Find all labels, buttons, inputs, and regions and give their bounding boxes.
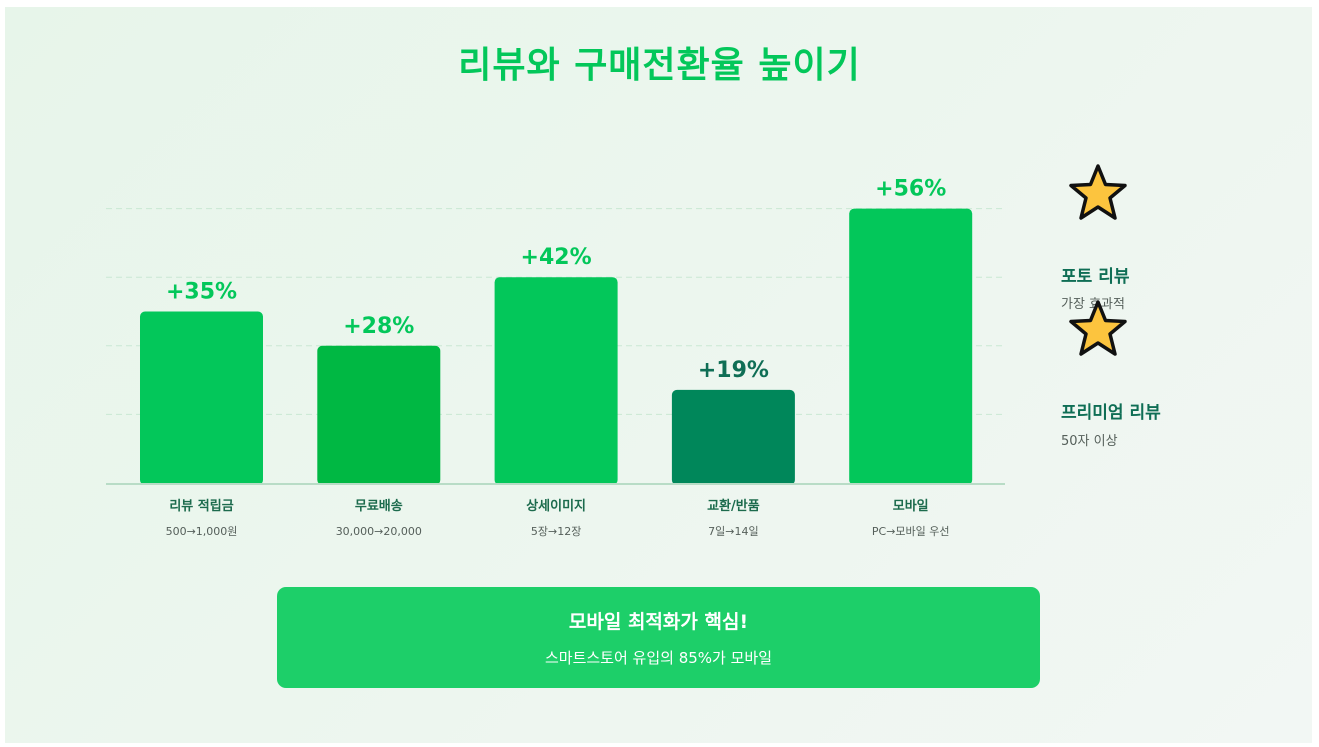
category-sublabel: 5장→12장 (531, 525, 581, 538)
side-note-title: 프리미엄 리뷰 (1061, 403, 1161, 423)
page-title: 리뷰와 구매전환율 높이기 (458, 45, 861, 86)
category-label: 상세이미지 (526, 498, 586, 514)
summary-banner: 모바일 최적화가 핵심! 스마트스토어 유입의 85%가 모바일 (277, 587, 1040, 688)
banner-title: 모바일 최적화가 핵심! (568, 611, 749, 633)
data-label: +42% (521, 245, 592, 270)
star-icon (1066, 163, 1130, 227)
data-label: +35% (166, 280, 237, 305)
data-label: +28% (343, 314, 414, 339)
side-note-subtitle: 가장 효과적 (1061, 297, 1125, 312)
category-label: 리뷰 적립금 (169, 498, 233, 514)
side-note-subtitle: 50자 이상 (1061, 434, 1118, 449)
category-sublabel: 30,000→20,000 (336, 525, 422, 538)
data-label: +19% (698, 358, 769, 383)
bar (671, 389, 795, 485)
bar (140, 311, 263, 485)
side-note-title: 포토 리뷰 (1061, 267, 1130, 287)
category-sublabel: PC→모바일 우선 (872, 524, 950, 538)
bar (317, 345, 441, 485)
category-label: 교환/반품 (707, 498, 760, 514)
bar (849, 208, 973, 485)
data-label: +56% (875, 177, 946, 202)
banner-subtitle: 스마트스토어 유입의 85%가 모바일 (544, 649, 773, 667)
category-label: 모바일 (893, 498, 929, 514)
category-label: 무료배송 (355, 498, 403, 514)
star-icon (1066, 299, 1130, 363)
category-sublabel: 7일→14일 (708, 524, 758, 538)
bar (494, 277, 618, 485)
category-sublabel: 500→1,000원 (166, 525, 238, 538)
